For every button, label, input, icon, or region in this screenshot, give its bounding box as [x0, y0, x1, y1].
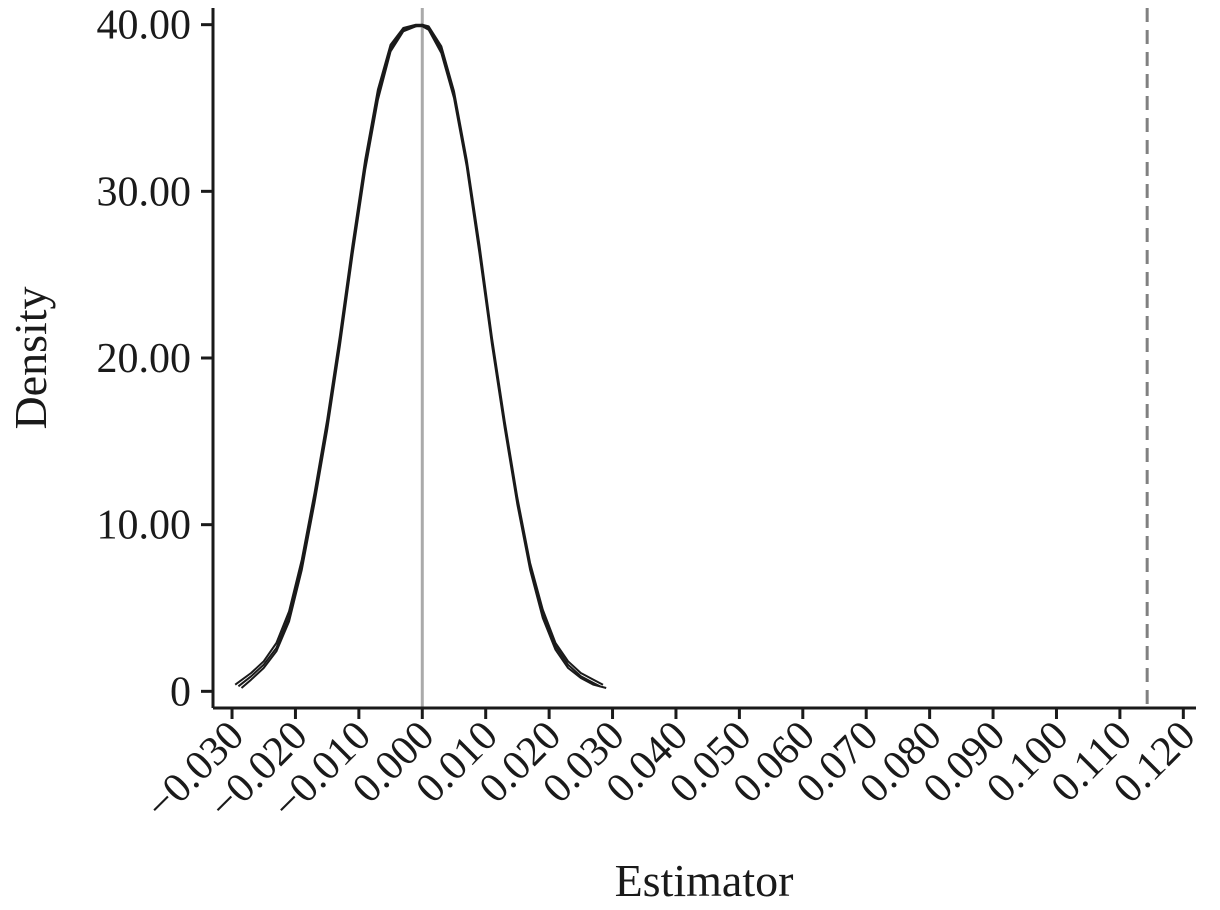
density-curve-2	[234, 23, 604, 686]
y-tick-label: 40.00	[97, 3, 192, 49]
axes	[211, 8, 1196, 710]
x-axis-title: Estimator	[615, 855, 794, 906]
y-tick-label: 20.00	[97, 336, 192, 382]
y-axis-ticks: 0 10.00 20.00 30.00 40.00	[97, 3, 213, 715]
y-tick-label: 0	[170, 669, 191, 715]
density-curves	[234, 23, 607, 689]
x-axis-ticks: −0.030−0.020−0.0100.0000.0100.0200.0300.…	[137, 708, 1204, 829]
y-tick-label: 10.00	[97, 503, 192, 549]
reference-lines	[420, 8, 1149, 708]
density-curve-1	[237, 23, 601, 688]
y-axis-title: Density	[5, 286, 56, 429]
density-curve-3	[240, 25, 607, 689]
y-tick-label: 30.00	[97, 169, 192, 215]
